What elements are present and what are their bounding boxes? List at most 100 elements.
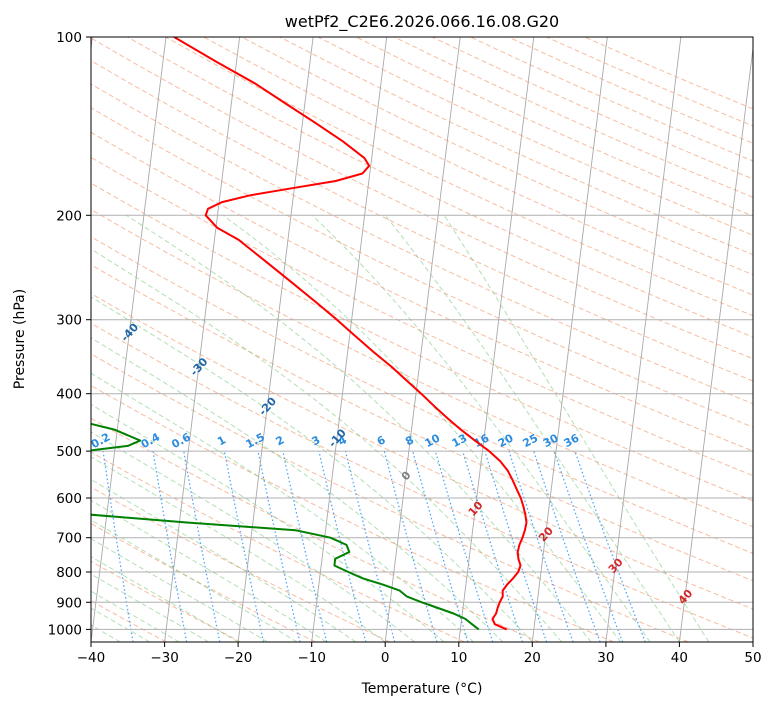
moist-adiabat-line	[222, 214, 621, 642]
dry-adiabat-line	[393, 37, 753, 198]
x-axis-label: Temperature (°C)	[361, 681, 483, 697]
isotherm-line	[605, 37, 682, 642]
y-tick-label: 500	[56, 444, 82, 460]
y-tick-label: 100	[56, 30, 82, 46]
dry-adiabat-line	[91, 417, 540, 642]
mixing-ratio-label: 30	[541, 431, 561, 450]
y-tick-label: 400	[56, 387, 82, 403]
isotherm-label: 20	[536, 524, 556, 544]
mixing-ratio-line	[102, 451, 134, 642]
y-tick-label: 300	[56, 313, 82, 329]
moist-adiabat-line	[91, 296, 533, 642]
temperature-profile-line	[173, 37, 528, 631]
dry-adiabat-line	[127, 37, 753, 338]
dry-adiabat-line	[91, 131, 753, 452]
isotherm-label: -60	[0, 234, 5, 258]
y-tick-label: 700	[56, 531, 82, 547]
dry-adiabat-line	[91, 451, 465, 642]
mixing-ratio-label: 0.4	[139, 430, 163, 451]
dry-adiabat-line	[91, 107, 753, 428]
chart-title: wetPf2_C2E6.2026.066.16.08.G20	[285, 12, 559, 32]
isotherm-line	[164, 37, 241, 642]
grid-lines	[91, 37, 753, 642]
dry-adiabat-line	[91, 264, 753, 582]
x-tick-label: 30	[597, 650, 614, 666]
dry-adiabat-line	[91, 208, 753, 528]
isotherm-line	[311, 37, 388, 642]
isotherm-line	[531, 37, 608, 642]
mixing-ratio-label: 10	[423, 431, 443, 450]
mixing-ratio-line	[462, 450, 524, 642]
x-tick-label: −10	[297, 650, 326, 666]
x-tick-label: 20	[524, 650, 541, 666]
moist-adiabat-line	[91, 248, 563, 642]
mixing-ratio-label: 13	[450, 431, 470, 450]
x-tick-label: −20	[224, 650, 253, 666]
y-axis-label: Pressure (hPa)	[12, 289, 28, 389]
isotherm-line	[91, 37, 167, 642]
moist-adiabat-line	[443, 215, 710, 642]
moist-adiabat-line	[91, 337, 504, 642]
mixing-ratio-line	[282, 450, 328, 642]
mixing-ratio-line	[318, 450, 367, 642]
y-tick-label: 200	[56, 208, 82, 224]
profile-lines	[91, 37, 528, 631]
mixing-ratio-label: 20	[496, 431, 516, 450]
x-tick-label: 0	[381, 650, 390, 666]
mixing-ratio-line	[257, 450, 301, 642]
moist-adiabat-line	[384, 214, 680, 642]
y-tick-label: 1000	[48, 622, 82, 638]
mixing-ratio-line	[533, 450, 601, 642]
mixing-ratio-line	[383, 450, 438, 642]
y-tick-label: 800	[56, 565, 82, 581]
mixing-ratio-line	[412, 450, 469, 642]
mixing-ratio-label: 8	[403, 433, 416, 448]
dry-adiabat-line	[91, 322, 753, 639]
mixing-ratio-label: 6	[375, 433, 388, 448]
mixing-ratio-label: 2	[274, 433, 287, 448]
plot-frame	[90, 36, 754, 643]
isotherm-line	[752, 638, 753, 642]
isotherm-line	[678, 44, 753, 642]
y-tick-label: 600	[56, 491, 82, 507]
dry-adiabat-line	[279, 37, 753, 256]
dry-adiabat-line	[91, 486, 391, 642]
moist-adiabat-line	[91, 590, 180, 642]
dewpoint-profile-line	[91, 422, 480, 631]
dry-adiabat-line	[91, 560, 242, 642]
mixing-ratio-line	[223, 450, 265, 642]
dry-adiabat-line	[431, 37, 753, 180]
x-axis-ticks: −40 −30 −20 −10 0 10 20 30 40 50	[77, 642, 762, 666]
isotherm-label: -50	[50, 281, 73, 305]
moist-adiabat-line	[311, 214, 651, 642]
isotherm-line	[91, 37, 93, 52]
dry-adiabat-line	[91, 522, 316, 642]
mixing-ratio-line	[484, 450, 548, 642]
x-tick-label: 40	[671, 650, 688, 666]
moist-adiabat-line	[126, 214, 592, 642]
mixing-ratio-line	[434, 450, 494, 642]
isotherm-line	[384, 37, 461, 642]
mixing-ratio-line	[508, 450, 574, 642]
isotherm-label: 40	[676, 587, 696, 607]
dry-adiabat-line	[91, 353, 689, 642]
isotherm-label: 10	[466, 499, 486, 519]
background-lines	[91, 37, 753, 642]
moist-adiabat-line	[91, 573, 209, 642]
moist-adiabat-line	[91, 478, 357, 642]
moist-adiabat-line	[91, 519, 298, 642]
mixing-ratio-label: 16	[472, 431, 492, 450]
mixing-ratio-label: 1	[215, 433, 228, 448]
dry-adiabat-line	[203, 37, 753, 296]
mixing-ratio-line	[553, 450, 624, 642]
dry-adiabat-line	[355, 37, 753, 217]
x-tick-label: 10	[450, 650, 467, 666]
y-tick-label: 900	[56, 595, 82, 611]
x-tick-label: 50	[744, 650, 761, 666]
y-axis-ticks: 100 200 300 400 500 600 700 800 900 1000	[48, 30, 91, 638]
moist-adiabat-line	[91, 499, 327, 642]
moist-adiabat-line	[91, 538, 268, 642]
dry-adiabat-line	[91, 385, 614, 642]
moist-adiabat-line	[91, 555, 239, 642]
